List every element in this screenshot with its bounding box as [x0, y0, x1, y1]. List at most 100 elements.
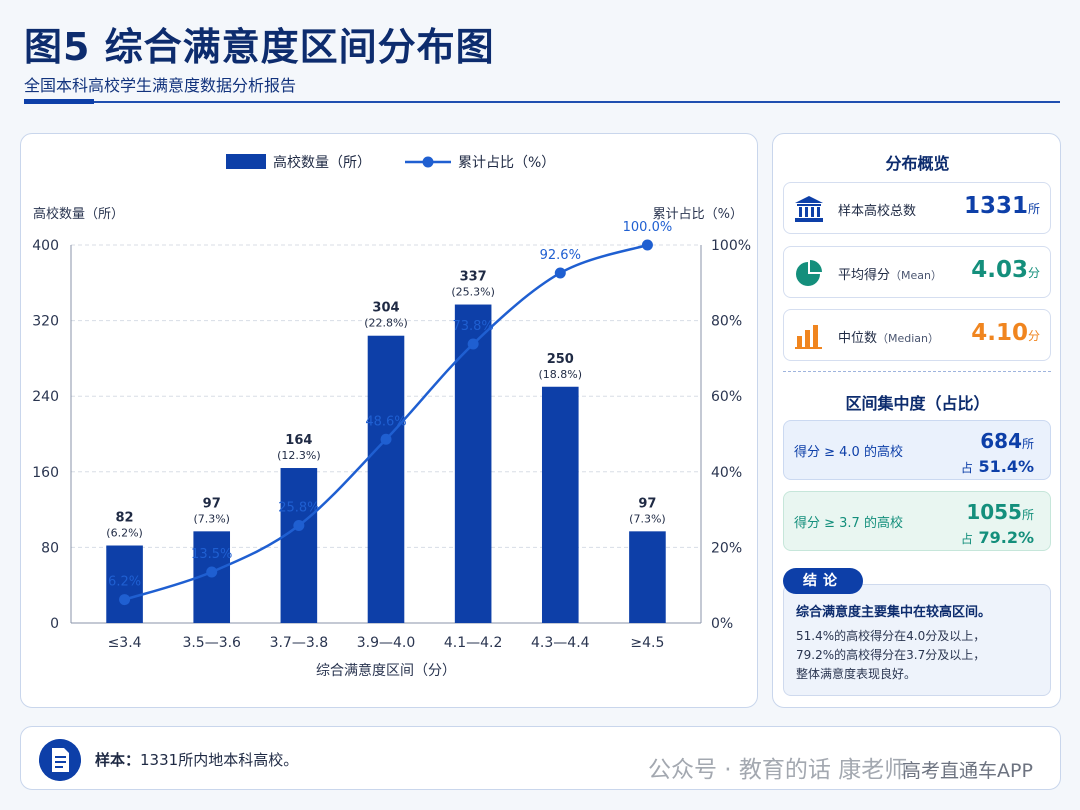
bar-value-label: 250: [547, 352, 574, 367]
chart-card: 0 0% 80 20% 160 40% 240 60% 320 80% 400 100% 高校数量（所）…: [20, 133, 758, 708]
bar-pct-label: (7.3%): [193, 512, 230, 525]
line-point: [206, 566, 218, 578]
concentration-count: 684所: [980, 429, 1034, 453]
stat-value: 4.03分: [971, 257, 1040, 283]
bar-value-label: 304: [372, 301, 399, 316]
x-axis-label: 综合满意度区间（分）: [316, 662, 456, 679]
line-value-label: 13.5%: [191, 547, 232, 562]
bar-pct-label: (22.8%): [364, 317, 408, 330]
conclusion-line: 51.4%的高校得分在4.0分及以上，: [796, 629, 986, 643]
stat-total: 样本高校总数 1331所: [783, 182, 1051, 234]
bar: [541, 386, 579, 623]
line-point: [467, 338, 479, 350]
title-rule: [24, 101, 1060, 103]
pie-icon: [796, 260, 822, 286]
concentration-label: 得分 ≥ 4.0 的高校: [794, 445, 903, 460]
y-tick-label: 0: [50, 616, 59, 632]
x-tick-label: ≥4.5: [630, 635, 664, 651]
legend-swatch-bar: [226, 154, 266, 169]
summary-panel: 分布概览 样本高校总数 1331所 平均得分（Mean） 4.03分 中位数（M…: [772, 133, 1061, 708]
stat-median: 中位数（Median） 4.10分: [783, 309, 1051, 361]
conclusion-tag: 结论: [783, 568, 863, 594]
stat-label: 平均得分（Mean）: [838, 268, 942, 283]
y2-axis-label: 累计占比（%）: [653, 207, 743, 222]
x-tick-label: 3.5—3.6: [182, 635, 241, 651]
concentration-item-3-7: 得分 ≥ 3.7 的高校 1055所 占 79.2%: [783, 491, 1051, 551]
line-point: [641, 239, 653, 251]
y2-tick-label: 80%: [711, 314, 742, 330]
conclusion-box: 综合满意度主要集中在较高区间。 51.4%的高校得分在4.0分及以上， 79.2…: [783, 584, 1051, 696]
title-rule-accent: [24, 99, 94, 104]
stat-label: 中位数（Median）: [838, 331, 940, 346]
bar-value-label: 337: [460, 270, 487, 285]
y2-tick-label: 20%: [711, 540, 742, 556]
bar-pct-label: (18.8%): [539, 368, 583, 381]
stat-value: 1331所: [963, 193, 1040, 219]
bank-icon: [795, 196, 823, 222]
x-tick-label: 3.7—3.8: [270, 635, 329, 651]
bar-chart-icon: [795, 325, 822, 349]
bar-value-label: 97: [203, 496, 221, 511]
stat-mean: 平均得分（Mean） 4.03分: [783, 246, 1051, 298]
y-tick-label: 400: [32, 238, 59, 254]
watermark-text: 公众号 · 教育的话 康老师: [648, 757, 908, 783]
line-value-label: 6.2%: [108, 575, 141, 590]
bar: [280, 468, 318, 623]
x-tick-label: 4.1—4.2: [444, 635, 503, 651]
page-subtitle: 全国本科高校学生满意度数据分析报告: [24, 76, 297, 95]
bar-pct-label: (7.3%): [629, 512, 666, 525]
bar-pct-label: (12.3%): [277, 449, 321, 462]
bar-pct-label: (6.2%): [106, 527, 143, 540]
page-title: 图5 综合满意度区间分布图: [24, 25, 495, 69]
line-point: [293, 519, 305, 531]
line-point: [554, 267, 566, 279]
concentration-pct: 占 51.4%: [960, 457, 1034, 476]
y2-tick-label: 100%: [711, 238, 751, 254]
bar: [106, 545, 143, 623]
concentration-title: 区间集中度（占比）: [845, 394, 990, 413]
stat-value: 4.10分: [971, 320, 1040, 346]
x-tick-label: ≤3.4: [108, 635, 142, 651]
y-tick-label: 240: [32, 389, 59, 405]
bar-value-label: 97: [638, 496, 656, 511]
bar-value-label: 82: [116, 511, 134, 526]
y2-tick-label: 0%: [711, 616, 733, 632]
document-icon: [39, 739, 81, 781]
footer-note: 样本：1331所内地本科高校。: [20, 726, 1061, 790]
conclusion-line: 整体满意度表现良好。: [796, 667, 917, 681]
line-value-label: 100.0%: [623, 220, 673, 235]
line-value-label: 25.8%: [278, 500, 319, 515]
watermark-overlay: 高考直通车APP: [902, 760, 1033, 782]
legend-label-bar: 高校数量（所）: [273, 154, 371, 171]
conclusion-head: 综合满意度主要集中在较高区间。: [796, 605, 992, 620]
legend-label-line: 累计占比（%）: [458, 155, 555, 171]
line-point: [119, 594, 131, 606]
conclusion-line: 79.2%的高校得分在3.7分及以上，: [796, 648, 986, 662]
x-tick-label: 3.9—4.0: [357, 635, 416, 651]
y-axis-label: 高校数量（所）: [33, 206, 124, 222]
line-point: [380, 433, 392, 445]
bar-value-label: 164: [285, 433, 312, 448]
legend-swatch-point: [422, 156, 434, 168]
divider: [783, 371, 1051, 372]
y-tick-label: 320: [32, 314, 59, 330]
bar-pct-label: (25.3%): [451, 286, 495, 299]
bar: [454, 304, 492, 623]
line-value-label: 48.6%: [365, 414, 406, 429]
y2-tick-label: 40%: [711, 465, 742, 481]
overview-title: 分布概览: [885, 154, 950, 173]
stat-label: 样本高校总数: [838, 204, 917, 219]
line-value-label: 92.6%: [540, 248, 581, 263]
line-value-label: 73.8%: [452, 319, 493, 334]
y-tick-label: 80: [41, 540, 59, 556]
footer-text: 样本：1331所内地本科高校。: [95, 751, 299, 769]
concentration-count: 1055所: [966, 500, 1034, 524]
x-tick-label: 4.3—4.4: [531, 635, 590, 651]
concentration-item-4-0: 得分 ≥ 4.0 的高校 684所 占 51.4%: [783, 420, 1051, 480]
concentration-pct: 占 79.2%: [960, 528, 1034, 547]
concentration-label: 得分 ≥ 3.7 的高校: [794, 516, 903, 531]
bar: [367, 335, 405, 623]
chart-svg: 0 0% 80 20% 160 40% 240 60% 320 80% 400 100% 高校数量（所）…: [32, 154, 751, 679]
y-tick-label: 160: [32, 465, 59, 481]
bar: [629, 531, 666, 623]
